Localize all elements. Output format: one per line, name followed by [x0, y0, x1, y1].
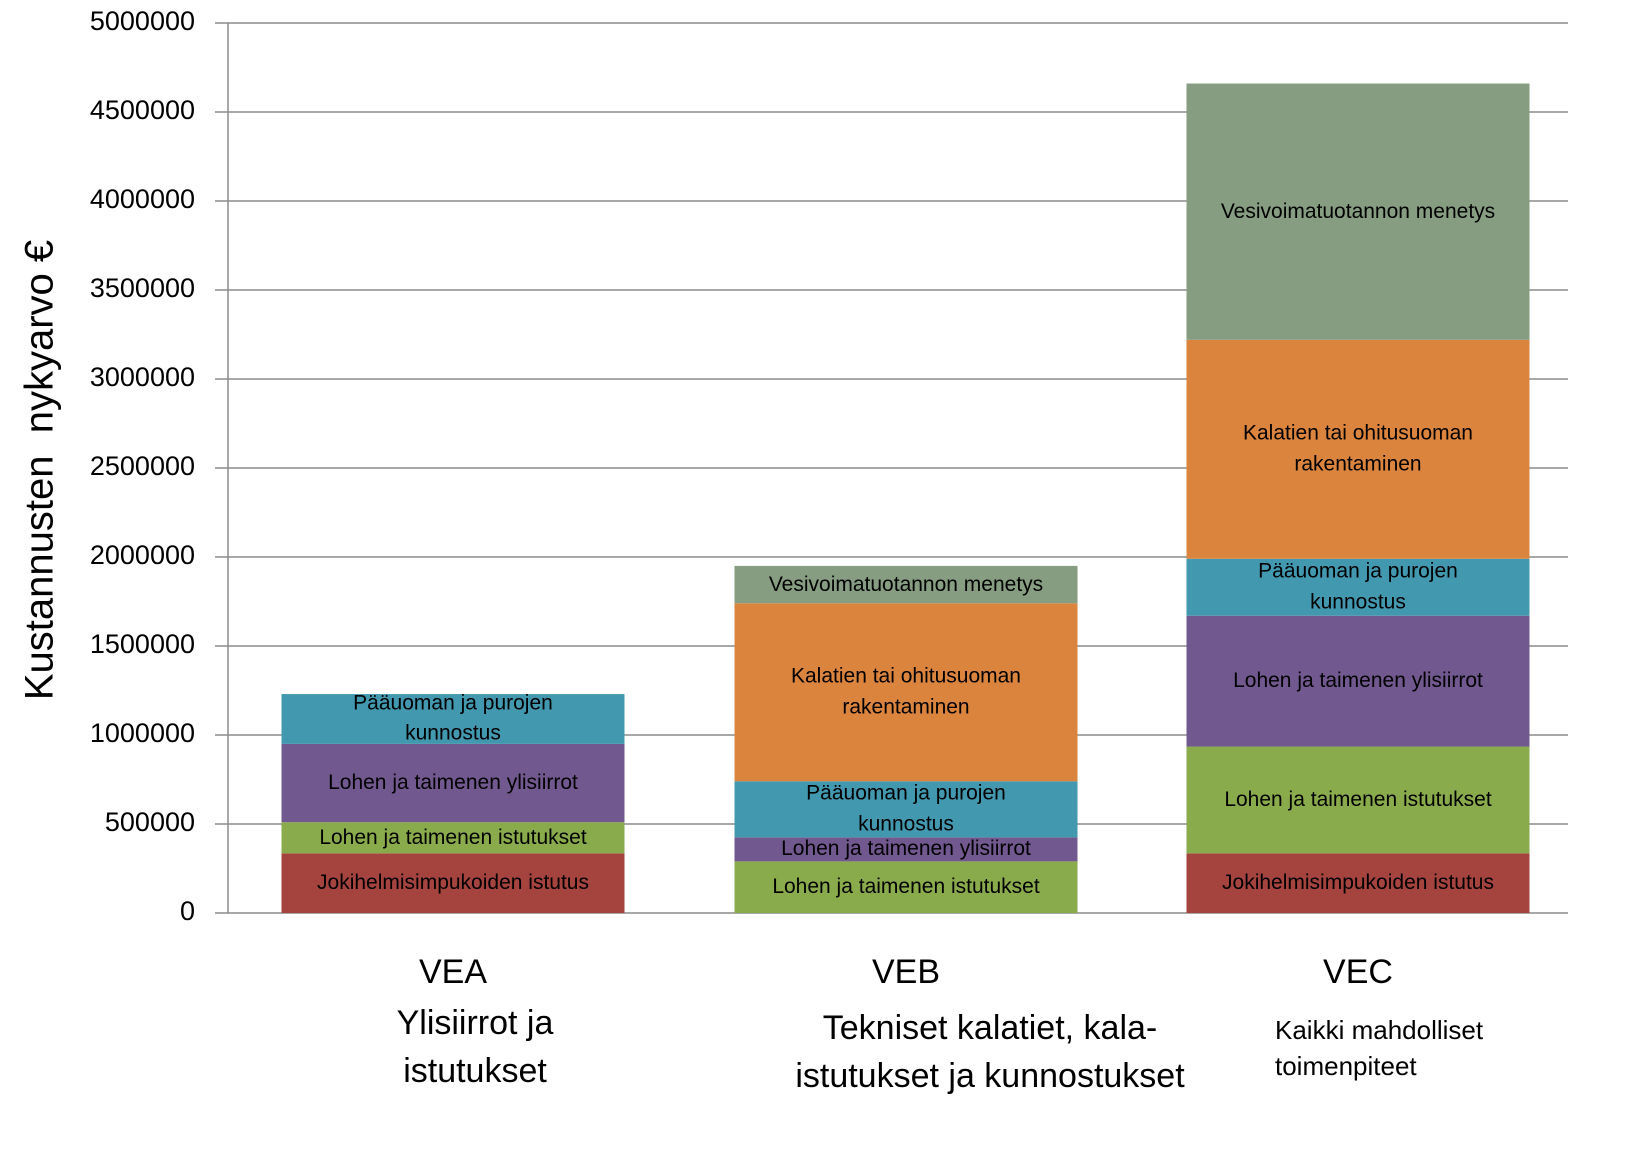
y-tick-label: 2500000: [90, 451, 195, 481]
segment-label: Pääuoman ja purojen kunnostus: [1258, 559, 1458, 614]
bar-segment: [734, 781, 1078, 838]
bar-segment: [281, 822, 625, 854]
y-tick-label: 1000000: [90, 718, 195, 748]
y-tick-label: 0: [180, 896, 195, 926]
segment-label: Lohen ja taimenen ylisiirrot: [1233, 668, 1483, 692]
segment-label: Kalatien tai ohitusuoman rakentaminen: [1243, 421, 1473, 476]
segment-label: Pääuoman ja purojen kunnostus: [353, 691, 553, 745]
bar-segment: [1186, 615, 1530, 747]
x-tick-label: VEB: [871, 953, 941, 991]
segment-label: Lohen ja taimenen istutukset: [772, 874, 1040, 898]
segment-label: Lohen ja taimenen istutukset: [319, 825, 587, 849]
bar-segment: [1186, 83, 1530, 340]
y-tick-label: 500000: [105, 807, 195, 837]
segment-label: Lohen ja taimenen istutukset: [1224, 787, 1492, 811]
segment-label: Lohen ja taimenen ylisiirrot: [781, 837, 1031, 861]
segment-label: Vesivoimatuotannon menetys: [1220, 199, 1496, 223]
bar-segment: [734, 861, 1078, 913]
bar-segment: [281, 853, 625, 913]
bar-segment: [1186, 558, 1530, 616]
bar-segment: [1186, 339, 1530, 559]
y-axis-label: Kustannusten nykyarvo €: [17, 239, 62, 701]
segment-label: Vesivoimatuotannon menetys: [768, 572, 1044, 596]
segment-label: Jokihelmisimpukoiden istutus: [1222, 870, 1494, 894]
bar-segment: [734, 565, 1078, 604]
y-tick-label: 2000000: [90, 540, 195, 570]
bar-segment: [734, 603, 1078, 782]
bar-segment: [1186, 746, 1530, 854]
category-description: Kaikki mahdolliset toimenpiteet: [1275, 1015, 1484, 1082]
bar-segment: [281, 694, 625, 744]
segment-label: Pääuoman ja purojen kunnostus: [806, 781, 1006, 836]
bar-segment: [734, 837, 1078, 862]
y-tick-label: 4000000: [90, 184, 195, 214]
y-tick-label: 5000000: [90, 6, 195, 36]
y-tick-label: 1500000: [90, 629, 195, 659]
bar-segment: [281, 743, 625, 823]
category-description: Tekniset kalatiet, kala-istutukset ja ku…: [795, 1009, 1185, 1095]
segment-label: Lohen ja taimenen ylisiirrot: [328, 770, 578, 794]
segment-label: Kalatien tai ohitusuoman rakentaminen: [791, 664, 1021, 719]
category-description: Ylisiirrot ja istutukset: [396, 1004, 554, 1090]
y-tick-label: 3500000: [90, 273, 195, 303]
x-tick-label: VEC: [1323, 953, 1393, 991]
x-tick-label: VEA: [418, 953, 488, 991]
segment-label: Jokihelmisimpukoiden istutus: [317, 870, 589, 894]
bar-segment: [1186, 853, 1530, 913]
y-tick-label: 4500000: [90, 95, 195, 125]
y-tick-label: 3000000: [90, 362, 195, 392]
